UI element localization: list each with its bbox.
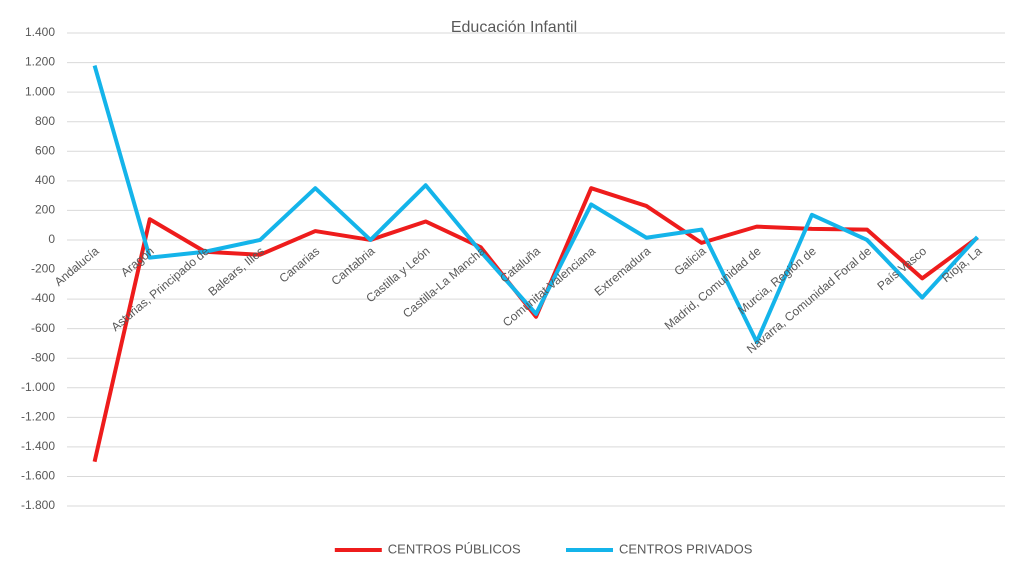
x-tick-label: Extremadura xyxy=(592,244,654,299)
y-tick-label: 1.400 xyxy=(25,25,55,39)
legend-label: CENTROS PÚBLICOS xyxy=(388,541,521,556)
chart-title: Educación Infantil xyxy=(451,19,577,36)
y-tick-label: 200 xyxy=(35,203,55,217)
y-tick-label: -1.400 xyxy=(21,439,55,453)
x-tick-label: Cataluña xyxy=(497,244,543,286)
y-tick-label: -1.200 xyxy=(21,409,55,423)
series-line xyxy=(92,186,979,463)
y-tick-label: 0 xyxy=(48,232,55,246)
x-tick-label: País Vasco xyxy=(874,244,929,293)
x-tick-label: Comunitat Valenciana xyxy=(500,244,599,330)
y-tick-label: 1.200 xyxy=(25,55,55,69)
y-tick-label: 800 xyxy=(35,114,55,128)
y-tick-label: -800 xyxy=(31,350,55,364)
y-tick-label: 400 xyxy=(35,173,55,187)
y-tick-label: 1.000 xyxy=(25,84,55,98)
x-tick-label: Madrid, Comunidad de xyxy=(662,244,764,333)
y-tick-label: -1.000 xyxy=(21,380,55,394)
y-tick-label: -1.800 xyxy=(21,498,55,512)
y-tick-label: -600 xyxy=(31,321,55,335)
y-tick-label: -400 xyxy=(31,291,55,305)
x-tick-label: Andalucía xyxy=(52,244,102,289)
y-tick-label: -1.600 xyxy=(21,469,55,483)
legend-label: CENTROS PRIVADOS xyxy=(619,541,753,556)
x-tick-label: Cantabria xyxy=(329,244,378,288)
y-tick-label: 600 xyxy=(35,143,55,157)
series-line xyxy=(92,64,979,344)
x-tick-label: Canarias xyxy=(276,244,322,286)
y-tick-label: -200 xyxy=(31,262,55,276)
x-tick-label: Galicia xyxy=(671,244,708,279)
